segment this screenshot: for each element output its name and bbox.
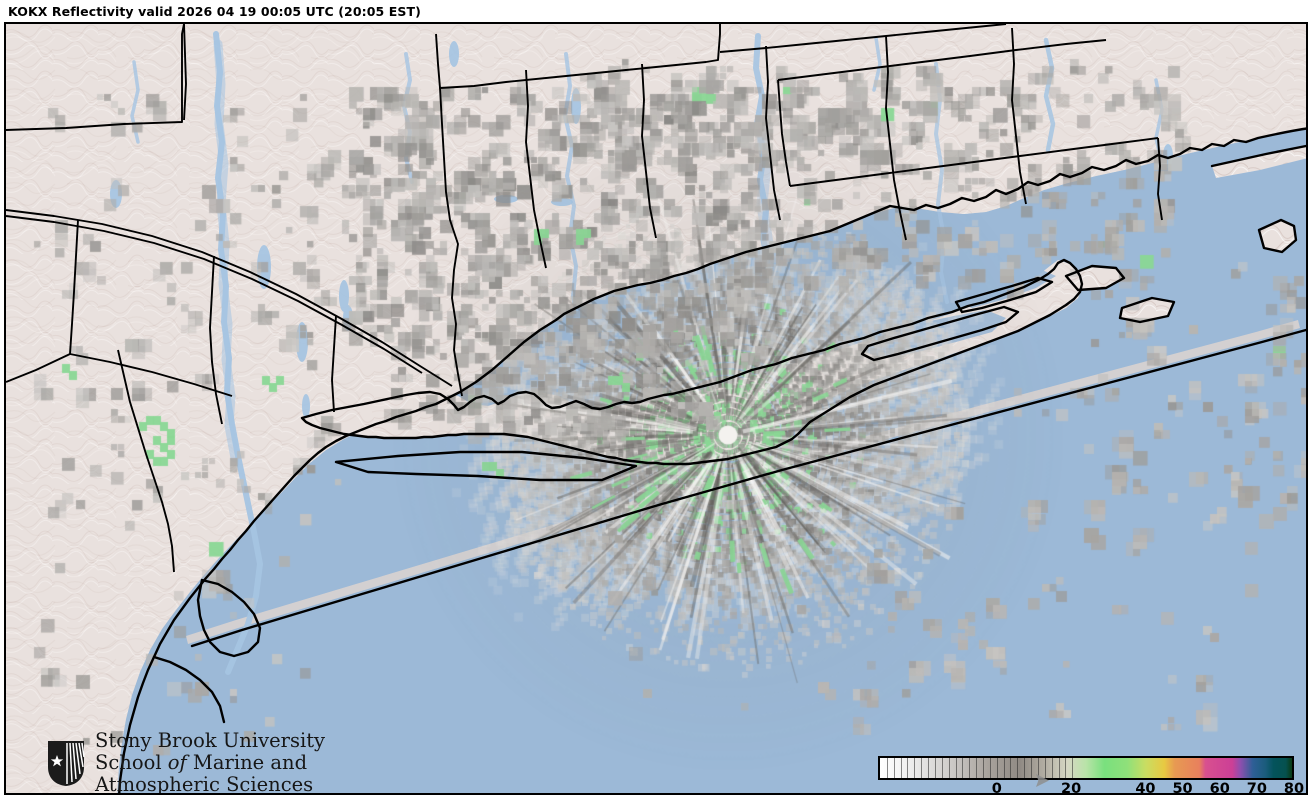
colorbar-tick-40: 40: [1135, 781, 1156, 793]
map-frame[interactable]: Stony Brook University School of Marine …: [4, 22, 1308, 795]
colorbar-tick-labels: 0 20 40 50 60 70 80: [874, 781, 1304, 793]
map-canvas[interactable]: Stony Brook University School of Marine …: [6, 24, 1306, 793]
radar-reflectivity-layer: [6, 24, 1306, 793]
colorbar-tick-80: 80: [1283, 781, 1305, 793]
colorbar-tick-0: 0: [991, 781, 1002, 793]
colorbar-tick-20: 20: [1061, 781, 1082, 793]
colorbar-tick-70: 70: [1246, 781, 1267, 793]
colorbar-tick-60: 60: [1209, 781, 1230, 793]
colorbar-gradient-frame[interactable]: [878, 756, 1294, 780]
colorbar-tick-50: 50: [1172, 781, 1193, 793]
page-title: KOKX Reflectivity valid 2026 04 19 00:05…: [8, 4, 421, 19]
reflectivity-colorbar[interactable]: 0 20 40 50 60 70 80: [874, 753, 1304, 793]
colorbar-bin-ticks: [880, 758, 1292, 778]
